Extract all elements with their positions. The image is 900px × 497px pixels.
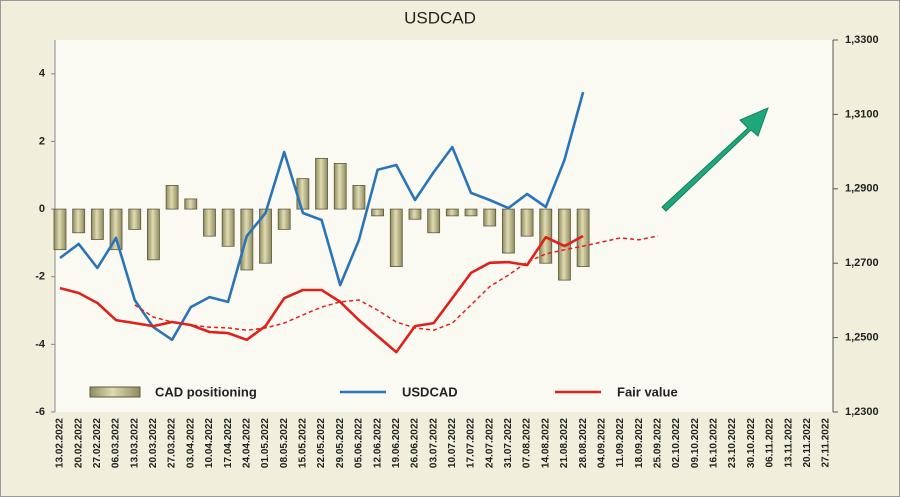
- x-tick-label: 12.06.2022: [372, 418, 383, 468]
- bar: [296, 178, 310, 210]
- line: [59, 234, 584, 354]
- bar: [371, 208, 385, 217]
- x-tick-label: 19.06.2022: [391, 418, 402, 468]
- bar: [333, 163, 347, 210]
- legend-label: CAD positioning: [155, 384, 257, 399]
- x-tick-label: 10.07.2022: [447, 418, 458, 468]
- line: [134, 235, 659, 331]
- x-tick-label: 27.02.2022: [92, 418, 103, 468]
- bar: [315, 157, 328, 210]
- x-tick-label: 05.06.2022: [354, 418, 365, 468]
- bar: [72, 208, 86, 234]
- bar: [483, 208, 497, 227]
- bar: [277, 208, 291, 230]
- x-tick-label: 13.02.2022: [55, 418, 66, 468]
- x-tick-label: 31.07.2022: [503, 418, 514, 468]
- bar: [184, 198, 198, 210]
- x-tick-label: 09.10.2022: [690, 418, 701, 468]
- y-tick-label: 2: [39, 135, 45, 147]
- x-tick-label: 20.02.2022: [73, 418, 84, 468]
- y-tick-label: -2: [35, 271, 45, 283]
- x-tick-label: 17.07.2022: [466, 418, 477, 468]
- bar: [352, 185, 366, 210]
- x-tick-label: 06.11.2022: [765, 418, 776, 468]
- x-tick-label: 08.05.2022: [279, 418, 290, 468]
- y-tick-label: 0: [39, 203, 45, 215]
- bar: [147, 208, 160, 261]
- line: [59, 91, 585, 342]
- x-tick-label: 06.03.2022: [111, 418, 122, 468]
- bar: [445, 208, 459, 217]
- y-tick-label: -4: [35, 338, 46, 350]
- x-tick-label: 20.11.2022: [802, 418, 813, 468]
- x-tick-label: 27.03.2022: [167, 418, 178, 468]
- x-tick-label: 13.03.2022: [129, 418, 140, 468]
- x-tick-label: 11.09.2022: [615, 418, 626, 468]
- y2-tick-label: 1,2900: [845, 183, 879, 195]
- chart-title: USDCAD: [404, 8, 476, 27]
- x-tick-label: 13.11.2022: [783, 418, 794, 468]
- x-tick-label: 26.06.2022: [410, 418, 421, 468]
- x-tick-label: 30.10.2022: [746, 418, 757, 468]
- y-tick-label: 4: [39, 68, 46, 80]
- y2-tick-label: 1,2500: [845, 332, 879, 344]
- x-tick-label: 24.07.2022: [484, 418, 495, 468]
- bar: [165, 185, 179, 210]
- bar: [408, 208, 422, 220]
- x-tick-label: 03.04.2022: [185, 418, 196, 468]
- bar: [53, 208, 67, 251]
- bar: [221, 208, 235, 247]
- x-tick-label: 16.10.2022: [709, 418, 720, 468]
- x-tick-label: 29.05.2022: [335, 418, 346, 468]
- y2-tick-label: 1,3300: [845, 34, 879, 46]
- x-tick-label: 25.09.2022: [652, 418, 663, 468]
- bar: [427, 208, 441, 234]
- trend-arrow: [661, 107, 769, 212]
- bar: [128, 208, 142, 230]
- x-tick-label: 24.04.2022: [241, 418, 252, 468]
- bar: [203, 208, 216, 237]
- y2-tick-label: 1,3100: [845, 108, 879, 120]
- x-tick-label: 14.08.2022: [540, 418, 551, 468]
- x-tick-label: 20.03.2022: [148, 418, 159, 468]
- bar: [464, 208, 478, 217]
- x-tick-label: 27.11.2022: [821, 418, 832, 468]
- y2-tick-label: 1,2700: [845, 257, 879, 269]
- x-tick-label: 22.05.2022: [316, 418, 327, 468]
- legend-label: Fair value: [617, 384, 678, 399]
- bar: [520, 208, 534, 237]
- x-tick-label: 02.10.2022: [671, 418, 682, 468]
- x-tick-label: 18.09.2022: [634, 418, 645, 468]
- y2-tick-label: 1,2300: [845, 406, 879, 418]
- x-tick-label: 15.05.2022: [298, 418, 309, 468]
- x-tick-label: 17.04.2022: [223, 418, 234, 468]
- legend-label: USDCAD: [402, 384, 458, 399]
- plot-area: [55, 40, 833, 412]
- legend-swatch: [89, 386, 141, 398]
- x-tick-label: 04.09.2022: [596, 418, 607, 468]
- x-tick-label: 07.08.2022: [522, 418, 533, 468]
- bar: [109, 208, 123, 251]
- x-tick-label: 01.05.2022: [260, 418, 271, 468]
- bar: [501, 208, 515, 254]
- x-tick-label: 21.08.2022: [559, 418, 570, 468]
- y-tick-label: -6: [35, 406, 45, 418]
- bar: [389, 208, 403, 267]
- x-tick-label: 03.07.2022: [428, 418, 439, 468]
- bar: [90, 208, 104, 240]
- x-tick-label: 10.04.2022: [204, 418, 215, 468]
- x-tick-label: 28.08.2022: [578, 418, 589, 468]
- x-tick-label: 23.10.2022: [727, 418, 738, 468]
